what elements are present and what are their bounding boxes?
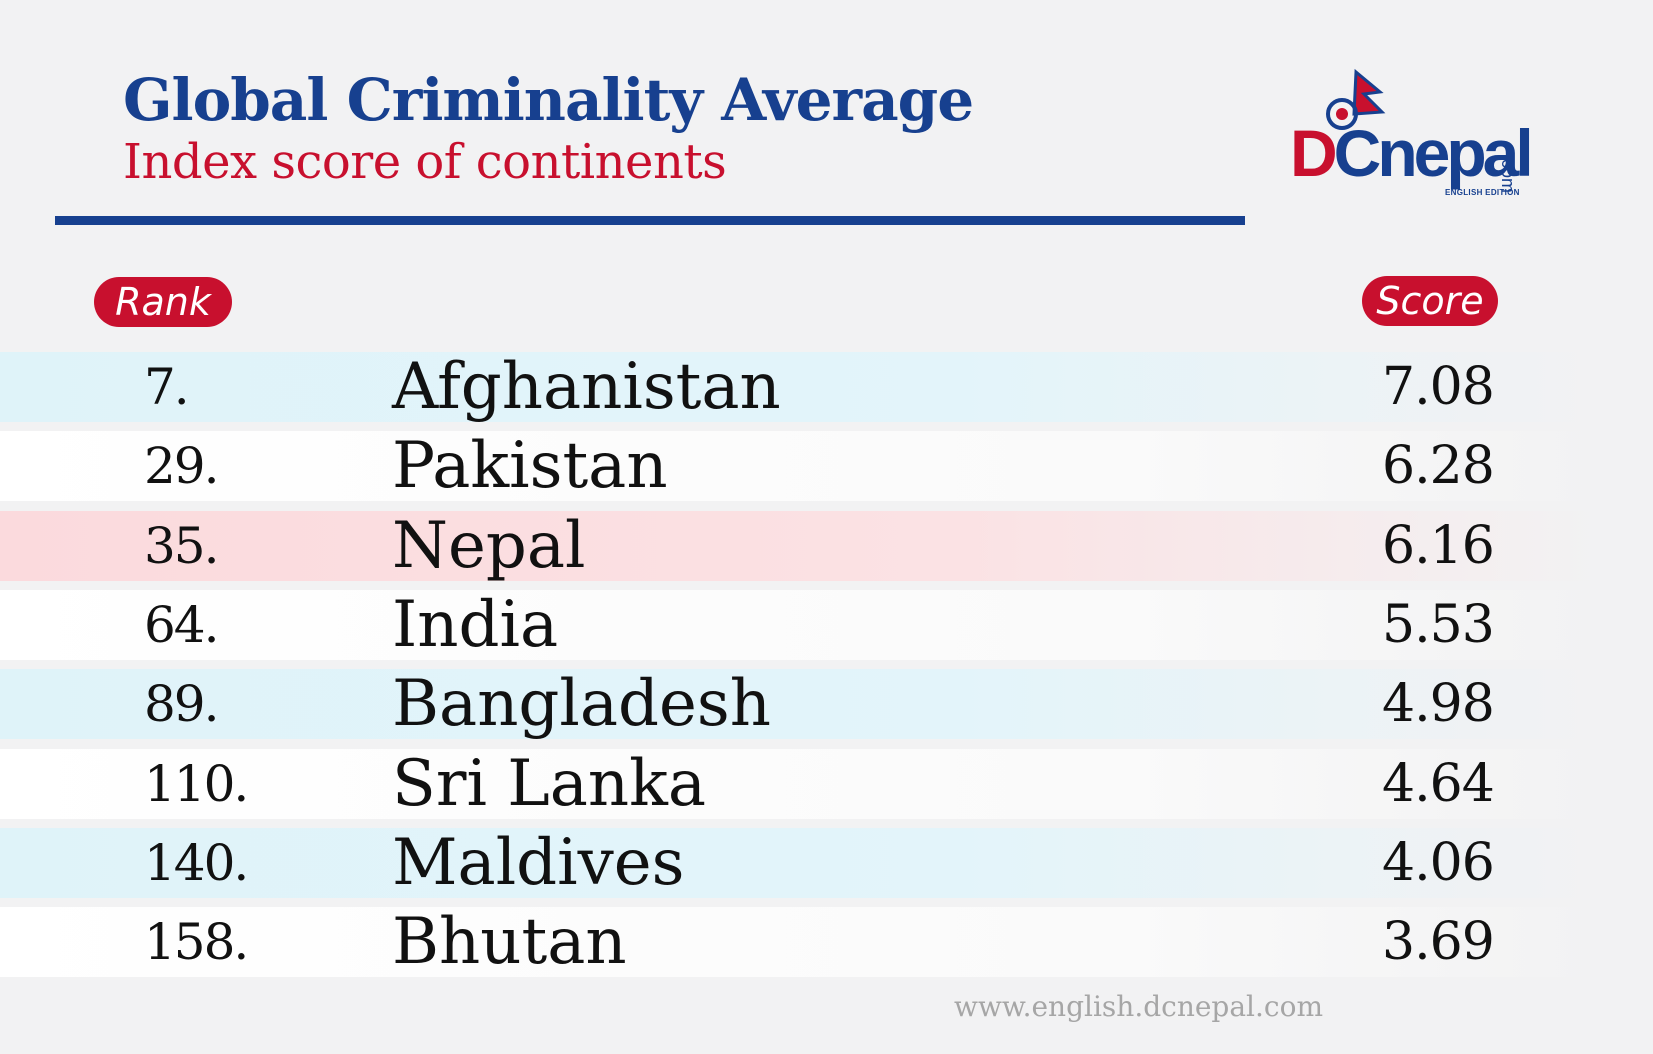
rank-cell: 89. (144, 675, 220, 734)
title-divider (55, 216, 1245, 225)
country-cell: Nepal (392, 508, 586, 583)
score-cell: 5.53 (1382, 594, 1495, 655)
logo-wordmark-rest: Cnepal (1333, 116, 1534, 190)
score-cell: 6.28 (1382, 436, 1495, 497)
rank-cell: 64. (144, 595, 220, 654)
rank-cell: 158. (144, 913, 249, 972)
table-row: 64. India 5.53 (0, 587, 1600, 662)
country-cell: Pakistan (392, 429, 668, 504)
score-header-pill: Score (1362, 276, 1498, 326)
logo-wordmark-d: D (1290, 116, 1338, 190)
page-subtitle: Index score of continents (123, 134, 727, 190)
page-title: Global Criminality Average (123, 66, 974, 134)
rank-cell: 110. (144, 754, 249, 813)
score-cell: 6.16 (1382, 515, 1495, 576)
table-row: 89. Bangladesh 4.98 (0, 667, 1600, 742)
score-cell: 4.64 (1382, 753, 1495, 814)
table-row: 29. Pakistan 6.28 (0, 429, 1600, 504)
footer-url: www.english.dcnepal.com (954, 990, 1323, 1023)
score-cell: 4.98 (1382, 674, 1495, 735)
table-row: 140. Maldives 4.06 (0, 825, 1600, 900)
rank-cell: 35. (144, 516, 220, 575)
country-cell: Afghanistan (392, 350, 781, 424)
country-cell: Sri Lanka (392, 746, 707, 821)
table-row: 35. Nepal 6.16 (0, 508, 1600, 583)
country-cell: India (392, 587, 559, 662)
table-row: 110. Sri Lanka 4.64 (0, 746, 1600, 821)
flag-mark-icon (1326, 68, 1386, 130)
logo-com: .com (1498, 154, 1518, 194)
dcnepal-logo: DCnepal ENGLISH EDITION .com (1290, 68, 1550, 208)
country-cell: Maldives (392, 825, 685, 900)
rank-cell: 140. (144, 833, 249, 892)
country-cell: Bangladesh (392, 667, 771, 742)
logo-edition: ENGLISH EDITION (1445, 188, 1520, 197)
logo-wordmark: DCnepal (1290, 120, 1534, 186)
rank-header-pill: Rank (94, 277, 232, 327)
rank-cell: 7. (144, 358, 190, 416)
score-cell: 7.08 (1382, 357, 1495, 417)
table-row: 7. Afghanistan 7.08 (0, 352, 1600, 422)
score-cell: 3.69 (1382, 912, 1495, 973)
country-cell: Bhutan (392, 905, 627, 980)
score-cell: 4.06 (1382, 832, 1495, 893)
rank-cell: 29. (144, 437, 220, 496)
table-row: 158. Bhutan 3.69 (0, 905, 1600, 980)
